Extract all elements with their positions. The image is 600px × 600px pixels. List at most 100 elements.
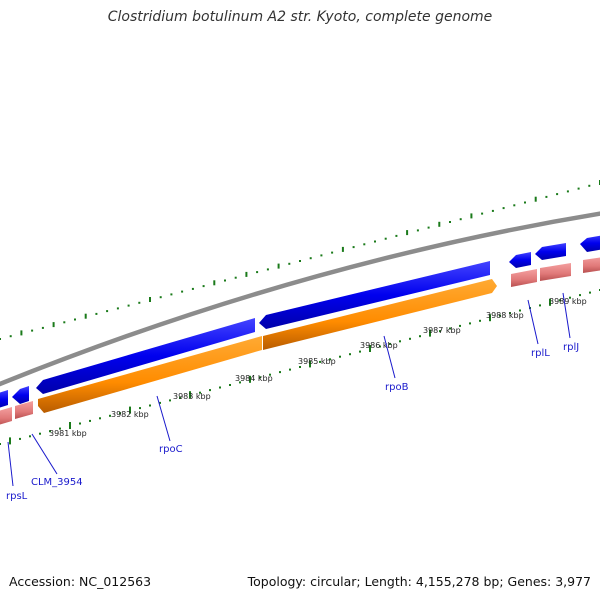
gc-mark (566, 190, 569, 193)
inner-tick (129, 406, 131, 414)
inner-tick (569, 296, 571, 299)
inner-tick (389, 342, 391, 345)
inner-tick (359, 350, 361, 353)
inner-tick (179, 396, 181, 399)
map-title: Clostridium botulinum A2 str. Kyoto, com… (107, 9, 493, 25)
scale-labels: 3981 kbp 3982 kbp 3983 kbp 3984 kbp 3985… (49, 297, 587, 438)
scale-label-3988: 3988 kbp (486, 311, 524, 320)
scale-label-3983: 3983 kbp (173, 392, 211, 401)
cds-feature[interactable] (12, 386, 29, 404)
inner-tick (169, 399, 171, 402)
gc-mark (95, 312, 98, 315)
gc-mark (352, 246, 355, 249)
gc-mark (266, 268, 269, 271)
scale-label-3987: 3987 kbp (423, 326, 461, 335)
gc-mark (577, 187, 580, 190)
inner-tick (219, 386, 221, 389)
inner-tick (299, 366, 301, 368)
rna-feature[interactable] (0, 407, 12, 426)
gc-mark (481, 212, 484, 215)
rna-feature[interactable] (583, 256, 600, 273)
inner-tick (509, 312, 511, 315)
gene-label-rpoC[interactable]: rpoC (159, 444, 183, 455)
scale-label-3985: 3985 kbp (298, 357, 336, 366)
genome-summary-text: Topology: circular; Length: 4,155,278 bp… (247, 574, 591, 589)
cds-feature[interactable] (259, 261, 490, 329)
cds-track (0, 234, 600, 409)
inner-tick (289, 368, 291, 371)
gene-label-rpsL[interactable]: rpsL (6, 491, 28, 502)
gene-feature[interactable] (263, 279, 497, 350)
gc-mark (149, 297, 151, 302)
gc-mark (277, 263, 280, 269)
inner-tick (259, 376, 261, 379)
gc-mark (256, 271, 259, 274)
inner-tick (109, 414, 111, 417)
gc-mark (0, 338, 1, 340)
gene-label-CLM_3954[interactable]: CLM_3954 (31, 477, 83, 488)
inner-tick (89, 419, 91, 422)
rna-feature[interactable] (511, 269, 537, 287)
leader-rplJ (562, 292, 571, 339)
inner-tick (409, 337, 411, 340)
cds-feature[interactable] (509, 252, 531, 268)
rna-feature[interactable] (15, 401, 33, 419)
gc-mark (213, 280, 216, 286)
cds-feature[interactable] (535, 243, 566, 260)
inner-tick (39, 432, 41, 435)
inner-tick (239, 381, 241, 384)
gc-mark (545, 195, 548, 198)
gc-mark (138, 301, 141, 304)
gc-mark (438, 221, 441, 227)
gene-label-rplJ[interactable]: rplJ (563, 342, 579, 353)
gc-mark (191, 287, 194, 290)
gc-mark (41, 326, 44, 329)
gc-mark (245, 271, 248, 277)
gc-mark (106, 310, 109, 313)
gc-mark (502, 207, 505, 210)
inner-tick-marks (0, 289, 600, 445)
inner-tick (459, 324, 461, 327)
gene-feature[interactable] (38, 336, 262, 413)
gc-mark (341, 246, 344, 252)
gc-mark (9, 335, 12, 338)
inner-tick (189, 391, 191, 399)
inner-tick (369, 345, 371, 352)
inner-tick (439, 330, 441, 333)
gc-mark (20, 330, 23, 336)
gc-mark (84, 313, 87, 319)
inner-tick (379, 345, 381, 348)
cds-feature[interactable] (580, 234, 600, 252)
label-leaders (7, 292, 571, 487)
gc-mark (202, 285, 205, 288)
scale-label-3986: 3986 kbp (360, 341, 398, 350)
gc-mark (31, 329, 34, 332)
inner-tick (319, 360, 321, 363)
gc-mark (363, 243, 366, 246)
gene-label-rplL[interactable]: rplL (531, 348, 550, 359)
gene-label-rpoB[interactable]: rpoB (385, 382, 409, 393)
cds-feature[interactable] (36, 318, 255, 394)
inner-tick (69, 422, 71, 429)
inner-tick (99, 417, 101, 420)
gc-content-track (0, 180, 600, 340)
inner-tick (429, 329, 431, 337)
rna-track (0, 256, 600, 426)
cds-feature[interactable] (0, 390, 8, 409)
inner-tick (469, 322, 471, 325)
inner-tick (519, 309, 521, 312)
inner-tick (349, 353, 351, 356)
rna-feature[interactable] (540, 263, 571, 281)
scale-label-3989: 3989 kbp (549, 297, 587, 306)
scale-label-3982: 3982 kbp (111, 410, 149, 419)
scale-label-3981: 3981 kbp (49, 429, 87, 438)
scale-label-3984: 3984 kbp (235, 374, 273, 383)
inner-tick (559, 299, 561, 302)
inner-tick (309, 360, 311, 368)
gc-mark (63, 321, 66, 324)
inner-tick (539, 304, 541, 307)
gc-mark (181, 290, 184, 293)
gc-mark (556, 193, 559, 196)
inner-tick (279, 371, 281, 374)
